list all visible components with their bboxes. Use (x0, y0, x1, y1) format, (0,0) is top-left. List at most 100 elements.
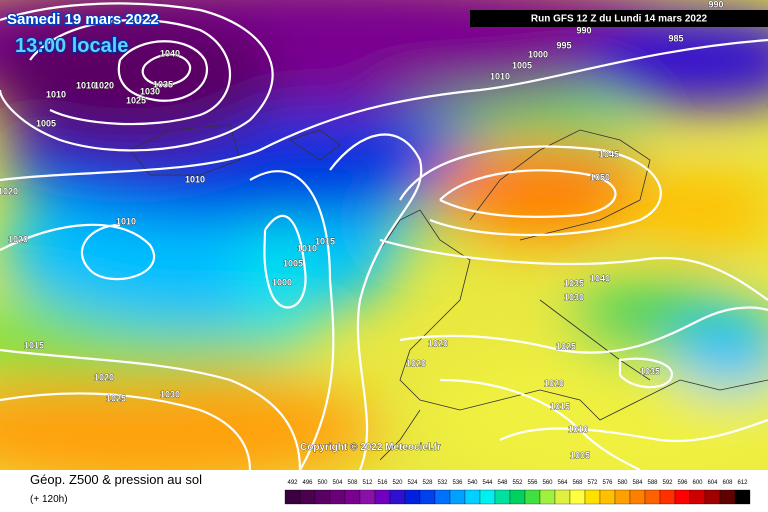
isobar-label: 1010 (297, 243, 317, 253)
scale-label: 544 (482, 480, 493, 486)
scale-label: 584 (632, 480, 643, 486)
isobar-label: 1040 (160, 48, 180, 58)
scale-swatch (599, 489, 616, 505)
scale-swatch (524, 489, 541, 505)
isobar-label: 1025 (556, 341, 576, 351)
isobar-label: 1020 (94, 372, 114, 382)
isobar-label: 1010 (490, 71, 510, 81)
scale-swatch (719, 489, 736, 505)
isobar-label: 1015 (550, 401, 570, 411)
scale-swatch (389, 489, 406, 505)
scale-label: 512 (362, 480, 373, 486)
isobar-label: 1020 (8, 234, 28, 244)
scale-label: 564 (557, 480, 568, 486)
scale-swatch (539, 489, 556, 505)
scale-swatch (299, 489, 316, 505)
scale-swatch (374, 489, 391, 505)
isobar-label: 1030 (140, 86, 160, 96)
isobar-label: 1040 (590, 273, 610, 283)
isobar-label: 1030 (160, 389, 180, 399)
isobar-label: 1010 (185, 174, 205, 184)
isobar-label: 990 (708, 0, 723, 9)
scale-swatch (464, 489, 481, 505)
copyright: Copyright © 2022 Meteociel.fr (300, 442, 441, 453)
isobar-label: 1025 (126, 95, 146, 105)
footer-lead: (+ 120h) (30, 494, 68, 505)
scale-label: 532 (437, 480, 448, 486)
scale-swatch (329, 489, 346, 505)
isobar-label: 1010 (116, 216, 136, 226)
isobar-label: 1000 (528, 49, 548, 59)
scale-swatch (584, 489, 601, 505)
isobar-label: 990 (576, 25, 591, 35)
scale-label: 608 (722, 480, 733, 486)
isobar-label: 995 (556, 40, 571, 50)
scale-label: 500 (317, 480, 328, 486)
isobar-label: 1025 (106, 393, 126, 403)
scale-swatch (419, 489, 436, 505)
isobar-label: 1020 (406, 358, 426, 368)
isobar-label: 1030 (564, 292, 584, 302)
scale-label: 568 (572, 480, 583, 486)
scale-swatch (284, 489, 301, 505)
scale-label: 576 (602, 480, 613, 486)
isobar-label: 1035 (564, 278, 584, 288)
scale-swatch (569, 489, 586, 505)
isobar-label: 1005 (36, 118, 56, 128)
scale-swatch (689, 489, 706, 505)
scale-swatch (734, 489, 751, 505)
scale-label: 552 (512, 480, 523, 486)
isobar-label: 1035 (640, 366, 660, 376)
date-label: Samedi 19 mars 2022 (7, 11, 159, 28)
scale-label: 580 (617, 480, 628, 486)
isobar-label: 1005 (512, 60, 532, 70)
isobar-label: 1000 (272, 277, 292, 287)
run-box (470, 10, 768, 27)
scale-label: 572 (587, 480, 598, 486)
isobar-label: 1015 (24, 340, 44, 350)
scale-swatch (644, 489, 661, 505)
scale-label: 524 (407, 480, 418, 486)
scale-label: 612 (737, 480, 748, 486)
scale-swatch (434, 489, 451, 505)
isobar-labels: 9909909859951000100510101040103510301025… (0, 0, 724, 461)
scale-label: 496 (302, 480, 313, 486)
scale-swatch (554, 489, 571, 505)
scale-label: 504 (332, 480, 343, 486)
scale-swatch (344, 489, 361, 505)
scale-swatch (479, 489, 496, 505)
scale-label: 560 (542, 480, 553, 486)
isobar-label: 1020 (94, 80, 114, 90)
scale-label: 540 (467, 480, 478, 486)
scale-swatch (704, 489, 721, 505)
scale-label: 592 (662, 480, 673, 486)
scale-label: 516 (377, 480, 388, 486)
scale-swatch (494, 489, 511, 505)
scale-label: 588 (647, 480, 658, 486)
isobar-label: 1020 (428, 338, 448, 348)
scale-label: 600 (692, 480, 703, 486)
isobar-label: 985 (668, 33, 683, 43)
scale-swatch (404, 489, 421, 505)
scale-label: 508 (347, 480, 358, 486)
isobar-label: 1020 (544, 378, 564, 388)
isobar-label: 1010 (76, 80, 96, 90)
isobar-label: 1020 (0, 186, 18, 196)
scale-label: 556 (527, 480, 538, 486)
isobar-label: 1010 (568, 424, 588, 434)
time-label: 13:00 locale (15, 35, 128, 57)
isobar-label: 1045 (599, 149, 619, 159)
scale-label: 548 (497, 480, 508, 486)
scale-label: 596 (677, 480, 688, 486)
isobar-label: 1010 (46, 89, 66, 99)
coastlines (129, 124, 768, 461)
isobar-label: 1005 (283, 258, 303, 268)
isobar-label: 1005 (570, 450, 590, 460)
scale-swatch (509, 489, 526, 505)
scale-label: 536 (452, 480, 463, 486)
scale-label: 492 (287, 480, 298, 486)
color-scale: 492 496 500 504 508 512 516 520 524 528 532 536 540 5… (284, 480, 751, 505)
scale-label: 528 (422, 480, 433, 486)
scale-swatch (629, 489, 646, 505)
